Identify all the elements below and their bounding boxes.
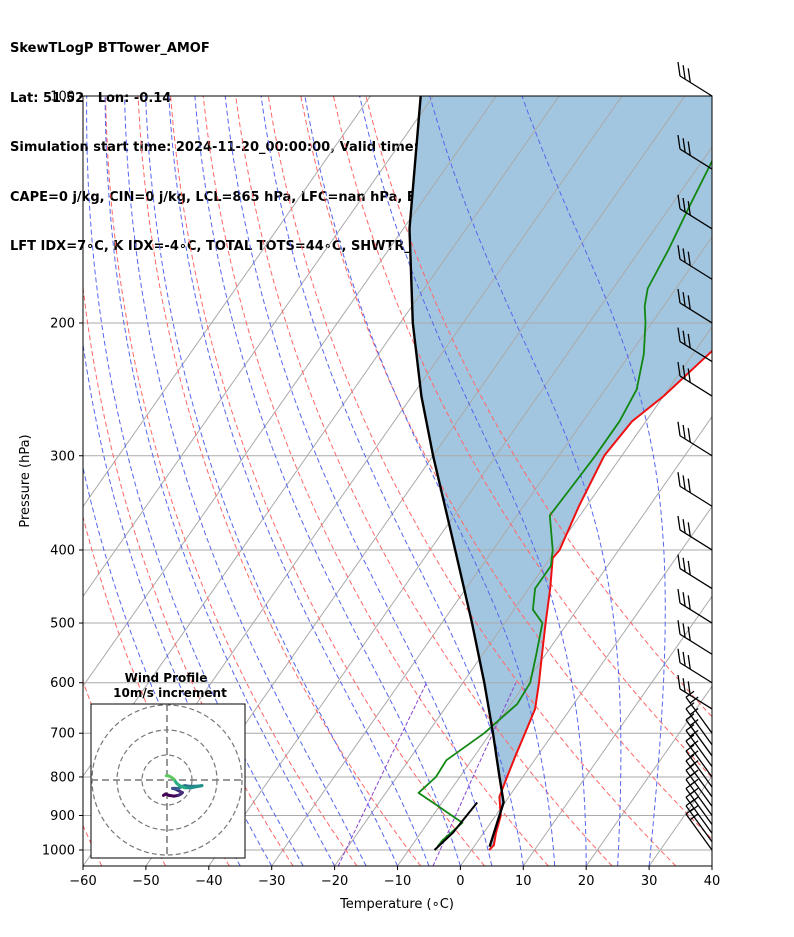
wind-barb <box>677 134 713 170</box>
wind-barb <box>685 702 713 746</box>
x-tick-label: 40 <box>704 874 721 889</box>
wind-barb <box>677 554 713 590</box>
isotherm-line <box>334 325 712 866</box>
x-tick-label: −40 <box>195 874 222 889</box>
dry-adiabat <box>83 824 103 866</box>
x-axis-label: Temperature (∘C) <box>339 897 454 912</box>
wind-barb <box>677 361 713 397</box>
moist-adiabat <box>429 96 622 866</box>
moist-adiabat <box>194 96 461 866</box>
isotherm-line <box>397 415 712 866</box>
moist-adiabat <box>168 96 430 866</box>
moist-adiabat <box>83 341 273 866</box>
y-tick-label: 100 <box>50 90 75 105</box>
chart-title: SkewTLogP BTTower_AMOF <box>10 41 210 56</box>
isotherm-line <box>271 236 712 866</box>
y-tick-label: 700 <box>50 727 75 742</box>
dewpoint-line <box>417 159 712 848</box>
wind-barb <box>685 724 713 767</box>
isotherm-line <box>83 96 497 688</box>
moist-adiabat <box>86 96 304 866</box>
dry-adiabat <box>202 96 549 866</box>
y-tick-label: 300 <box>50 449 75 464</box>
wind-barb <box>677 194 713 230</box>
wind-barb <box>677 245 713 280</box>
wind-barb <box>677 421 713 457</box>
moist-adiabat <box>224 96 493 866</box>
dry-adiabat <box>300 96 712 840</box>
wind-barb <box>677 61 713 97</box>
dry-adiabat <box>83 515 230 866</box>
dry-adiabat <box>105 96 358 866</box>
wind-barb <box>677 588 713 624</box>
x-tick-label: −20 <box>321 874 348 889</box>
hodograph-title: Wind Profile <box>125 671 208 685</box>
mixing-ratio-line <box>337 682 427 866</box>
wind-barb <box>685 754 713 798</box>
dry-adiabat <box>332 96 712 779</box>
isotherm-line <box>522 595 712 866</box>
dry-adiabat <box>137 96 422 866</box>
wind-barb <box>685 744 713 788</box>
moist-adiabat <box>145 96 398 866</box>
parcel-profile-line <box>408 96 505 848</box>
y-tick-label: 600 <box>50 676 75 691</box>
wind-barb <box>677 674 713 710</box>
dry-adiabat <box>267 96 677 866</box>
y-axis-label: Pressure (hPa) <box>18 434 33 527</box>
x-tick-label: 30 <box>641 874 658 889</box>
hodograph-segment <box>190 784 204 790</box>
wind-barb <box>677 648 713 684</box>
isotherm-line <box>83 96 371 508</box>
x-tick-label: 20 <box>578 874 595 889</box>
wind-barb <box>677 620 713 655</box>
isotherm-line <box>711 865 712 866</box>
y-tick-label: 900 <box>50 809 75 824</box>
isotherm-line <box>585 685 712 866</box>
y-tick-label: 500 <box>50 617 75 632</box>
x-tick-label: 0 <box>456 874 464 889</box>
wind-barb <box>677 288 713 324</box>
y-tick-label: 1000 <box>42 844 75 859</box>
moist-adiabat <box>124 96 367 866</box>
moist-adiabat <box>304 96 556 866</box>
y-tick-label: 400 <box>50 543 75 558</box>
location-line: Lat: 51.52 Lon: -0.14 <box>10 90 172 106</box>
hodograph-frame <box>90 703 246 859</box>
isotherm-line <box>83 96 434 598</box>
dry-adiabat <box>235 96 613 866</box>
wind-barb <box>685 734 713 778</box>
dry-adiabat <box>170 96 485 866</box>
wind-barb <box>677 515 713 551</box>
hodograph-subtitle: 10m/s increment <box>113 686 227 700</box>
x-tick-label: −30 <box>258 874 285 889</box>
wind-barb <box>685 713 713 757</box>
wind-barb <box>677 327 713 363</box>
x-tick-label: 10 <box>515 874 532 889</box>
x-tick-label: −50 <box>132 874 159 889</box>
dry-adiabat <box>83 283 294 866</box>
surface-parcel-segment <box>433 801 478 851</box>
wind-barb <box>677 472 713 507</box>
cin-shaded-area <box>409 96 712 850</box>
x-tick-label: −60 <box>69 874 96 889</box>
y-tick-label: 200 <box>50 316 75 331</box>
isotherm-line <box>459 505 712 866</box>
x-tick-label: −10 <box>384 874 411 889</box>
y-tick-label: 800 <box>50 770 75 785</box>
moist-adiabat <box>104 96 336 866</box>
